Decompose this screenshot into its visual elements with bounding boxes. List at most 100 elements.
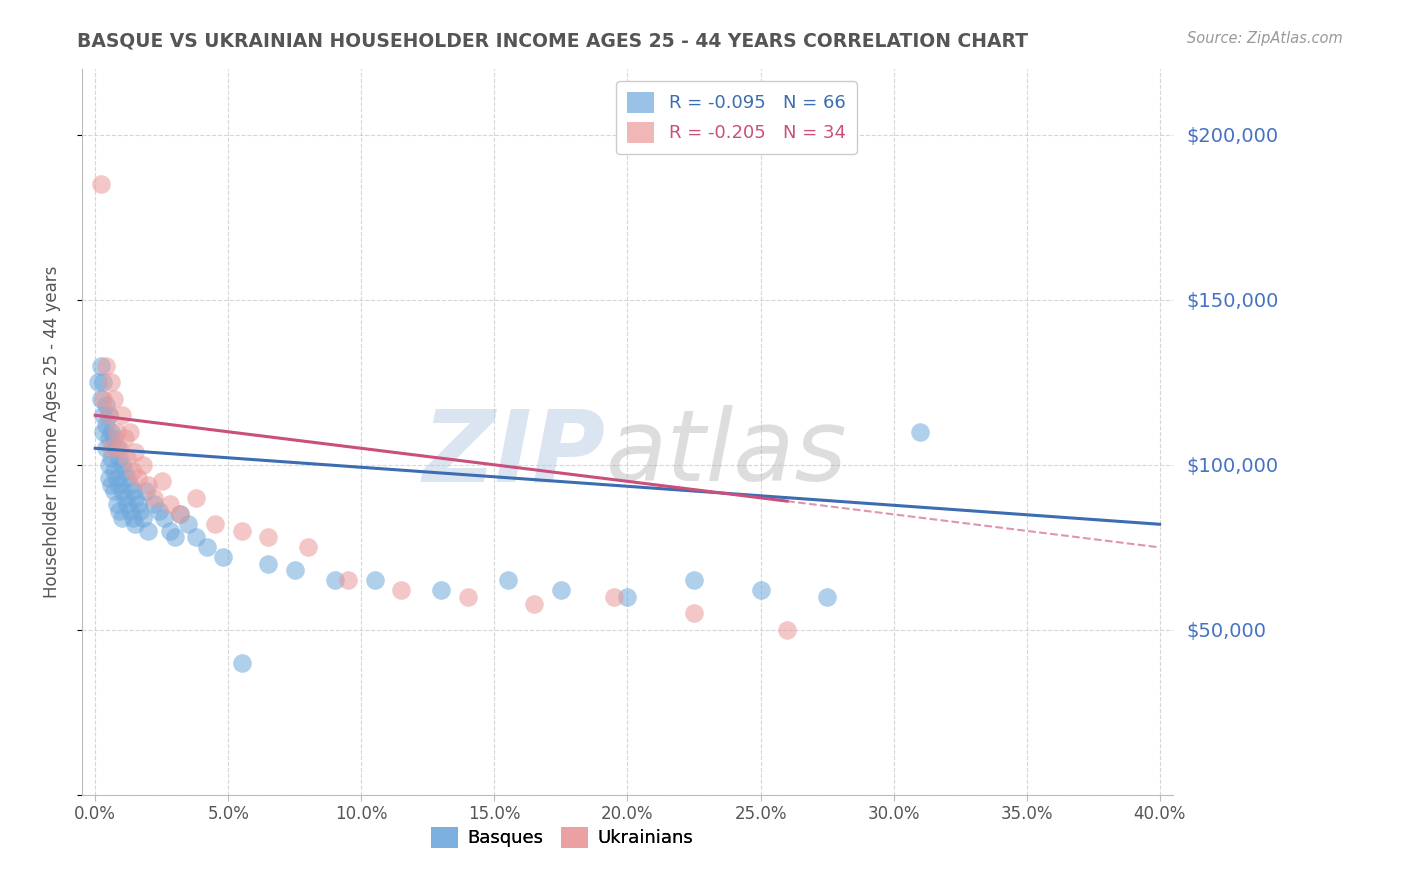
Point (97, 431, 120, 445)
Point (138, 524, 160, 538)
Point (683, 607, 706, 621)
Point (204, 517, 226, 532)
Point (118, 425, 141, 439)
Text: ZIP: ZIP (423, 405, 606, 502)
Point (127, 471, 149, 485)
Point (91, 409, 114, 423)
Point (87, 376, 110, 390)
Point (142, 498, 165, 512)
Point (115, 451, 138, 466)
Point (91, 376, 114, 390)
Point (186, 491, 208, 505)
Point (114, 491, 136, 505)
Point (457, 590, 479, 604)
Point (108, 477, 131, 491)
Point (100, 477, 122, 491)
Point (100, 451, 122, 466)
Point (91, 425, 114, 439)
Point (284, 564, 307, 578)
Point (186, 531, 208, 545)
Point (94, 442, 117, 456)
Point (97, 471, 120, 485)
Text: Source: ZipAtlas.com: Source: ZipAtlas.com (1187, 31, 1343, 46)
Point (111, 484, 134, 499)
Point (90, 392, 112, 406)
Point (118, 477, 141, 491)
Point (105, 425, 128, 439)
Point (177, 517, 200, 532)
Point (94, 418, 117, 433)
Point (115, 471, 138, 485)
Point (430, 583, 453, 598)
Point (100, 442, 122, 456)
Point (114, 431, 136, 445)
Point (108, 504, 131, 518)
Point (550, 583, 572, 598)
Point (150, 475, 173, 489)
Legend: Basques, Ukrainians: Basques, Ukrainians (423, 820, 700, 855)
Point (111, 510, 134, 524)
Point (105, 442, 128, 456)
Point (103, 484, 125, 499)
Point (496, 574, 519, 588)
Point (105, 471, 128, 485)
Point (148, 504, 170, 518)
Point (142, 491, 165, 505)
Point (212, 550, 235, 565)
Point (169, 508, 191, 522)
Point (815, 590, 838, 604)
Point (114, 464, 136, 478)
Point (103, 431, 125, 445)
Point (118, 504, 141, 518)
Point (132, 458, 155, 472)
Point (121, 510, 143, 524)
Point (135, 484, 157, 499)
Point (90, 177, 112, 191)
Point (121, 484, 143, 499)
Text: atlas: atlas (606, 405, 848, 502)
Point (94, 398, 117, 412)
Point (165, 531, 187, 545)
Point (257, 531, 280, 545)
Point (108, 451, 131, 466)
Point (169, 508, 191, 522)
Point (103, 392, 125, 406)
Point (97, 409, 120, 423)
Point (683, 574, 706, 588)
Point (159, 498, 181, 512)
Point (603, 590, 626, 604)
Point (337, 574, 360, 588)
Point (97, 458, 120, 472)
Point (124, 517, 146, 532)
Point (231, 656, 253, 670)
Point (108, 442, 131, 456)
Point (111, 409, 134, 423)
Point (389, 583, 412, 598)
Point (124, 444, 146, 458)
Point (363, 574, 385, 588)
Point (97, 409, 120, 423)
Point (153, 510, 176, 524)
Point (90, 359, 112, 373)
Point (132, 510, 155, 524)
Y-axis label: Householder Income Ages 25 - 44 years: Householder Income Ages 25 - 44 years (44, 266, 60, 598)
Point (908, 425, 931, 439)
Point (105, 498, 128, 512)
Point (616, 590, 638, 604)
Point (121, 464, 143, 478)
Point (257, 557, 280, 571)
Point (91, 392, 114, 406)
Point (138, 477, 160, 491)
Point (776, 623, 799, 637)
Point (100, 425, 122, 439)
Text: BASQUE VS UKRAINIAN HOUSEHOLDER INCOME AGES 25 - 44 YEARS CORRELATION CHART: BASQUE VS UKRAINIAN HOUSEHOLDER INCOME A… (77, 31, 1028, 50)
Point (129, 504, 152, 518)
Point (111, 458, 134, 472)
Point (103, 464, 125, 478)
Point (94, 359, 117, 373)
Point (100, 376, 122, 390)
Point (195, 541, 218, 555)
Point (523, 597, 546, 611)
Point (749, 583, 772, 598)
Point (323, 574, 346, 588)
